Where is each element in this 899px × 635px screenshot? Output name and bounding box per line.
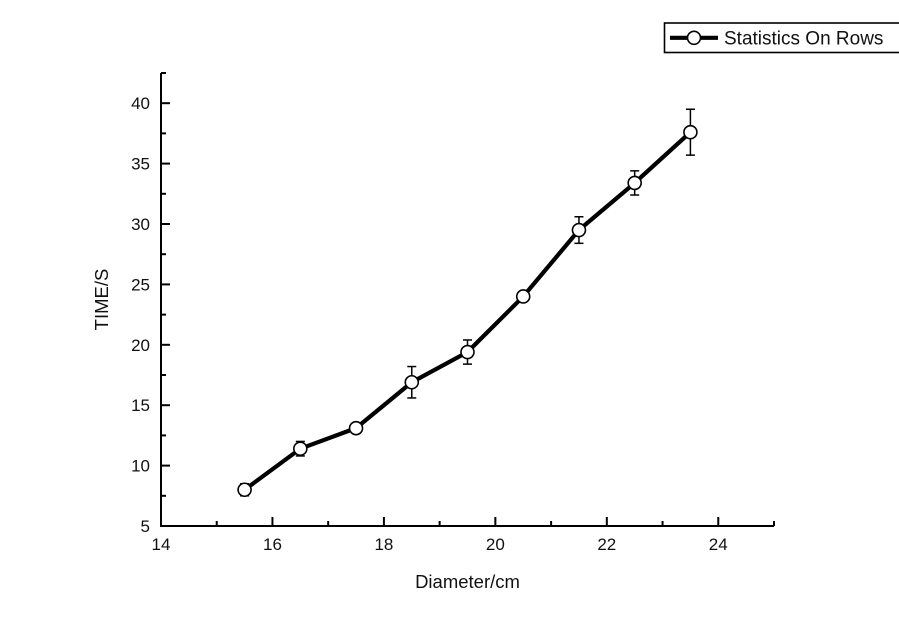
tick-labels: 5 10 15 20 25 30 35 40 14 16 18 20 22 24: [131, 94, 728, 554]
y-tick-label: 5: [141, 517, 150, 536]
data-point: [571, 222, 587, 238]
legend-marker-sample: [686, 30, 702, 46]
x-tick-label: 16: [263, 535, 282, 554]
data-point: [237, 482, 252, 498]
x-tick-label: 22: [597, 535, 616, 554]
x-tick-label: 14: [152, 535, 171, 554]
y-tick-label: 40: [131, 94, 150, 113]
legend: Statistics On Rows: [663, 22, 899, 54]
axes: [160, 72, 775, 527]
x-tick-label: 24: [709, 535, 728, 554]
x-axis-title: Diameter/cm: [415, 571, 520, 592]
data-markers: [237, 124, 698, 498]
data-point: [627, 175, 642, 191]
data-point: [348, 420, 364, 436]
data-point: [404, 374, 420, 390]
y-tick-label: 25: [131, 275, 150, 294]
legend-label: Statistics On Rows: [724, 28, 883, 49]
y-tick-label: 30: [131, 215, 150, 234]
y-tick-label: 35: [131, 155, 150, 174]
data-point: [515, 289, 531, 304]
y-tick-label: 15: [131, 396, 150, 415]
y-axis-title: TIME/S: [91, 269, 112, 331]
x-tick-label: 20: [486, 535, 505, 554]
data-point: [460, 344, 475, 360]
y-tick-label: 10: [131, 457, 150, 476]
x-tick-label: 18: [374, 535, 393, 554]
data-point: [683, 124, 698, 140]
series-statistics-on-rows: [237, 108, 698, 498]
y-tick-label: 20: [131, 336, 150, 355]
data-point: [293, 441, 308, 456]
